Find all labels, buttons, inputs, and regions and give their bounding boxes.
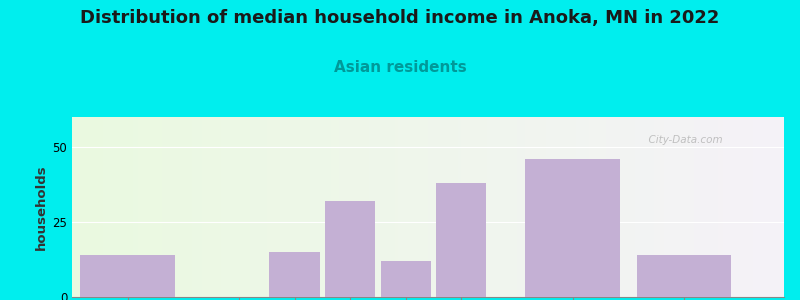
Bar xyxy=(270,252,319,297)
Text: City-Data.com: City-Data.com xyxy=(642,135,722,145)
Bar xyxy=(526,159,620,297)
Bar xyxy=(325,201,375,297)
Bar xyxy=(80,255,175,297)
Text: Distribution of median household income in Anoka, MN in 2022: Distribution of median household income … xyxy=(80,9,720,27)
Bar xyxy=(637,255,731,297)
Bar xyxy=(381,261,430,297)
Text: Asian residents: Asian residents xyxy=(334,60,466,75)
Bar xyxy=(436,183,486,297)
Y-axis label: households: households xyxy=(35,164,48,250)
